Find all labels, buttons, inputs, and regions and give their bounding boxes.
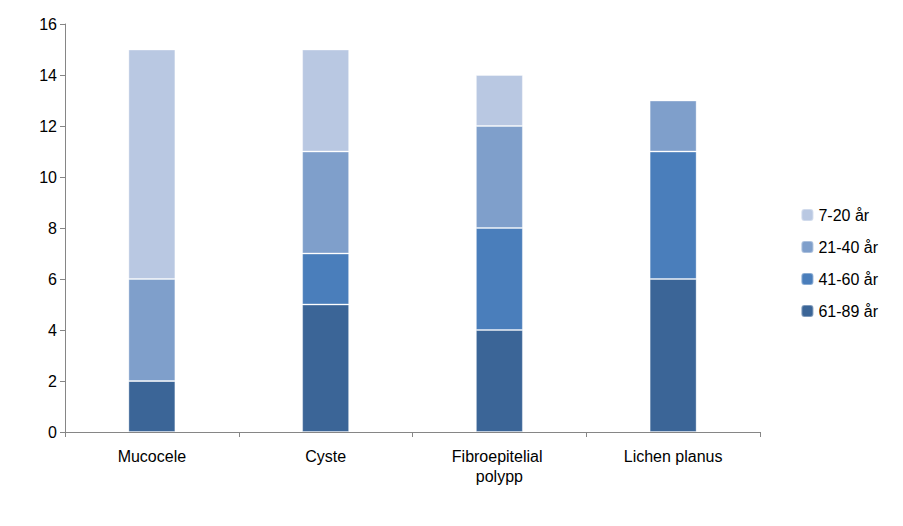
svg-text:8: 8 [48, 220, 57, 237]
svg-text:0: 0 [48, 424, 57, 441]
svg-text:2: 2 [48, 373, 57, 390]
svg-text:61-89 år: 61-89 år [818, 303, 878, 320]
svg-text:polypp: polypp [476, 468, 523, 485]
svg-text:7-20 år: 7-20 år [818, 207, 869, 224]
svg-text:4: 4 [48, 322, 57, 339]
svg-text:21-40 år: 21-40 år [818, 239, 878, 256]
svg-text:12: 12 [39, 118, 57, 135]
svg-text:6: 6 [48, 271, 57, 288]
svg-text:Mucocele: Mucocele [118, 448, 187, 465]
svg-text:Cyste: Cyste [305, 448, 346, 465]
svg-text:16: 16 [39, 16, 57, 33]
svg-text:41-60 år: 41-60 år [818, 271, 878, 288]
svg-text:Fibroepitelial: Fibroepitelial [452, 448, 547, 465]
svg-text:14: 14 [39, 67, 57, 84]
svg-text:10: 10 [39, 169, 57, 186]
svg-text:Lichen planus: Lichen planus [624, 448, 723, 465]
